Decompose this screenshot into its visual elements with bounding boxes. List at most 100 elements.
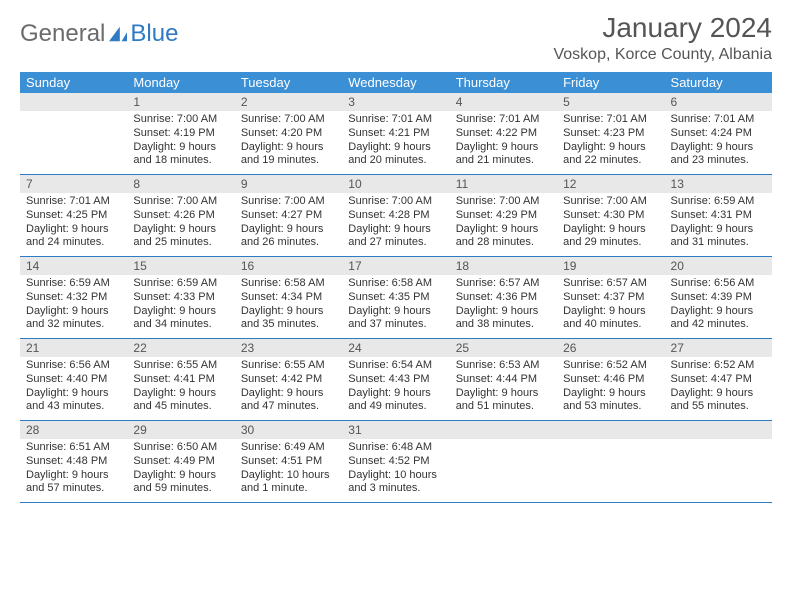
sunrise-line: Sunrise: 6:52 AM [671,359,766,373]
sunset-line: Sunset: 4:51 PM [241,455,336,469]
daylight-line: Daylight: 9 hours and 19 minutes. [241,141,336,169]
day-number [20,93,127,111]
calendar-cell: 31Sunrise: 6:48 AMSunset: 4:52 PMDayligh… [342,421,449,503]
daylight-line: Daylight: 9 hours and 57 minutes. [26,469,121,497]
sail-icon [107,25,129,43]
sunrise-line: Sunrise: 7:00 AM [241,113,336,127]
sunset-line: Sunset: 4:37 PM [563,291,658,305]
day-number: 4 [450,93,557,111]
daylight-line: Daylight: 9 hours and 27 minutes. [348,223,443,251]
weekday-header: Sunday [20,72,127,93]
day-body: Sunrise: 6:58 AMSunset: 4:34 PMDaylight:… [235,275,342,338]
day-body: Sunrise: 6:56 AMSunset: 4:39 PMDaylight:… [665,275,772,338]
daylight-line: Daylight: 9 hours and 26 minutes. [241,223,336,251]
day-number [557,421,664,439]
calendar-cell [557,421,664,503]
daylight-line: Daylight: 9 hours and 21 minutes. [456,141,551,169]
day-number: 22 [127,339,234,357]
calendar-cell: 12Sunrise: 7:00 AMSunset: 4:30 PMDayligh… [557,175,664,257]
calendar-cell: 7Sunrise: 7:01 AMSunset: 4:25 PMDaylight… [20,175,127,257]
sunset-line: Sunset: 4:34 PM [241,291,336,305]
day-number: 23 [235,339,342,357]
daylight-line: Daylight: 9 hours and 47 minutes. [241,387,336,415]
calendar-cell: 20Sunrise: 6:56 AMSunset: 4:39 PMDayligh… [665,257,772,339]
calendar-table: SundayMondayTuesdayWednesdayThursdayFrid… [20,72,772,503]
sunrise-line: Sunrise: 6:59 AM [26,277,121,291]
sunrise-line: Sunrise: 6:56 AM [26,359,121,373]
calendar-cell: 4Sunrise: 7:01 AMSunset: 4:22 PMDaylight… [450,93,557,175]
day-number: 17 [342,257,449,275]
sunset-line: Sunset: 4:49 PM [133,455,228,469]
day-number [665,421,772,439]
sunset-line: Sunset: 4:41 PM [133,373,228,387]
sunset-line: Sunset: 4:25 PM [26,209,121,223]
day-number: 14 [20,257,127,275]
sunset-line: Sunset: 4:22 PM [456,127,551,141]
day-body: Sunrise: 6:55 AMSunset: 4:41 PMDaylight:… [127,357,234,420]
daylight-line: Daylight: 9 hours and 29 minutes. [563,223,658,251]
calendar-cell: 10Sunrise: 7:00 AMSunset: 4:28 PMDayligh… [342,175,449,257]
sunset-line: Sunset: 4:21 PM [348,127,443,141]
sunset-line: Sunset: 4:24 PM [671,127,766,141]
daylight-line: Daylight: 9 hours and 49 minutes. [348,387,443,415]
daylight-line: Daylight: 9 hours and 31 minutes. [671,223,766,251]
day-body: Sunrise: 6:57 AMSunset: 4:37 PMDaylight:… [557,275,664,338]
day-body: Sunrise: 6:51 AMSunset: 4:48 PMDaylight:… [20,439,127,502]
day-body: Sunrise: 7:01 AMSunset: 4:22 PMDaylight:… [450,111,557,174]
sunrise-line: Sunrise: 6:58 AM [241,277,336,291]
day-number: 6 [665,93,772,111]
calendar-week-row: 28Sunrise: 6:51 AMSunset: 4:48 PMDayligh… [20,421,772,503]
sunset-line: Sunset: 4:19 PM [133,127,228,141]
day-number: 1 [127,93,234,111]
month-title: January 2024 [553,12,772,44]
weekday-header: Friday [557,72,664,93]
day-body: Sunrise: 7:00 AMSunset: 4:29 PMDaylight:… [450,193,557,256]
sunrise-line: Sunrise: 6:59 AM [133,277,228,291]
weekday-header: Thursday [450,72,557,93]
calendar-cell: 27Sunrise: 6:52 AMSunset: 4:47 PMDayligh… [665,339,772,421]
brand-logo: General Blue [20,20,178,48]
sunset-line: Sunset: 4:35 PM [348,291,443,305]
calendar-cell: 1Sunrise: 7:00 AMSunset: 4:19 PMDaylight… [127,93,234,175]
day-number: 8 [127,175,234,193]
day-body [557,439,664,447]
calendar-cell: 15Sunrise: 6:59 AMSunset: 4:33 PMDayligh… [127,257,234,339]
day-number: 31 [342,421,449,439]
daylight-line: Daylight: 9 hours and 40 minutes. [563,305,658,333]
day-body: Sunrise: 6:56 AMSunset: 4:40 PMDaylight:… [20,357,127,420]
day-number: 27 [665,339,772,357]
day-number: 10 [342,175,449,193]
day-number: 18 [450,257,557,275]
day-body: Sunrise: 7:00 AMSunset: 4:20 PMDaylight:… [235,111,342,174]
day-body: Sunrise: 6:57 AMSunset: 4:36 PMDaylight:… [450,275,557,338]
daylight-line: Daylight: 9 hours and 51 minutes. [456,387,551,415]
calendar-cell [665,421,772,503]
day-number: 29 [127,421,234,439]
sunrise-line: Sunrise: 6:59 AM [671,195,766,209]
day-number: 26 [557,339,664,357]
calendar-cell: 23Sunrise: 6:55 AMSunset: 4:42 PMDayligh… [235,339,342,421]
day-body: Sunrise: 6:59 AMSunset: 4:33 PMDaylight:… [127,275,234,338]
calendar-week-row: 21Sunrise: 6:56 AMSunset: 4:40 PMDayligh… [20,339,772,421]
sunset-line: Sunset: 4:43 PM [348,373,443,387]
day-number: 16 [235,257,342,275]
sunset-line: Sunset: 4:40 PM [26,373,121,387]
calendar-cell [20,93,127,175]
calendar-cell: 18Sunrise: 6:57 AMSunset: 4:36 PMDayligh… [450,257,557,339]
sunrise-line: Sunrise: 7:00 AM [241,195,336,209]
day-number: 25 [450,339,557,357]
sunset-line: Sunset: 4:39 PM [671,291,766,305]
day-number: 9 [235,175,342,193]
day-number: 7 [20,175,127,193]
day-number: 21 [20,339,127,357]
sunrise-line: Sunrise: 7:01 AM [671,113,766,127]
day-number: 28 [20,421,127,439]
daylight-line: Daylight: 9 hours and 37 minutes. [348,305,443,333]
calendar-cell: 29Sunrise: 6:50 AMSunset: 4:49 PMDayligh… [127,421,234,503]
day-body: Sunrise: 6:53 AMSunset: 4:44 PMDaylight:… [450,357,557,420]
sunrise-line: Sunrise: 7:00 AM [348,195,443,209]
day-body: Sunrise: 6:54 AMSunset: 4:43 PMDaylight:… [342,357,449,420]
calendar-cell: 11Sunrise: 7:00 AMSunset: 4:29 PMDayligh… [450,175,557,257]
title-block: January 2024 Voskop, Korce County, Alban… [553,12,772,64]
sunrise-line: Sunrise: 6:54 AM [348,359,443,373]
